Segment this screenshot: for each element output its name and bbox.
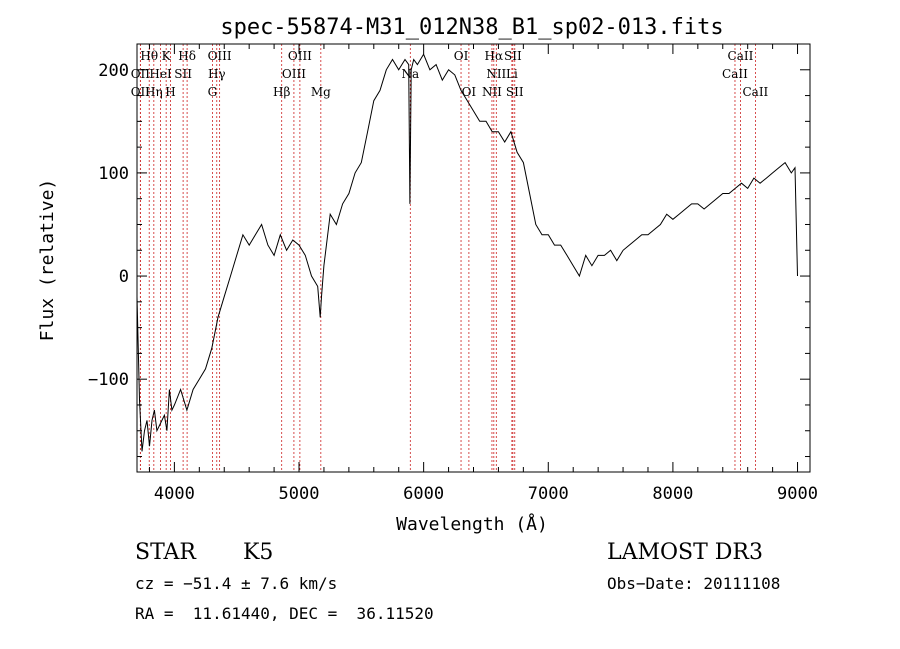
y-tick-label-1: 0 [119,267,129,287]
ra-dec: RA = 11.61440, DEC = 36.11520 [135,604,434,623]
marker-label-25: CaII [728,49,754,63]
marker-label-26: CaII [722,67,748,81]
x-tick-label-1: 5000 [279,484,320,504]
x-tick-label-0: 4000 [154,484,195,504]
marker-label-10: Hγ [208,67,226,81]
marker-label-24: SII [506,85,524,99]
marker-label-1: OII [131,67,151,81]
line-markers [139,44,756,472]
marker-label-13: OIII [282,67,306,81]
marker-label-14: Hβ [273,85,290,99]
y-tick-label-3: 200 [98,61,129,81]
marker-label-2: OII [131,85,151,99]
obs-date: Obs−Date: 20111108 [607,574,781,593]
spectrum-line [136,53,798,452]
marker-label-16: Na [401,67,419,81]
marker-label-21: NII [486,67,506,81]
marker-label-4: HeI [149,67,172,81]
marker-label-3: K [162,49,172,63]
x-axis-label: Wavelength (Å) [396,513,548,535]
y-tick-label-2: 100 [98,164,129,184]
marker-label-9: OIII [208,49,232,63]
marker-label-22: Li [506,67,518,81]
marker-label-15: Mg [311,85,331,99]
marker-label-6: SII [174,67,192,81]
y-tick-label-0: −100 [88,370,129,390]
x-tick-label-2: 6000 [403,484,444,504]
marker-label-8: Hδ [178,49,196,63]
marker-label-5: Hη [145,85,163,99]
x-tick-label-4: 8000 [652,484,693,504]
marker-label-11: G [208,85,218,99]
marker-label-18: OI [462,85,477,99]
marker-label-20: SII [504,49,522,63]
cz-value: cz = −51.4 ± 7.6 km/s [135,574,338,593]
marker-label-7: H [165,85,175,99]
marker-label-27: CaII [742,85,768,99]
marker-label-12: OIII [288,49,312,63]
plot-frame [136,43,811,473]
x-tick-label-3: 7000 [528,484,569,504]
marker-label-0: Hθ [140,49,158,63]
y-axis-ticks: −100 0 100 200 [88,43,810,458]
marker-label-23: NII [482,85,502,99]
subclass-label: K5 [243,540,274,565]
chart-title: spec-55874-M31_012N38_B1_sp02-013.fits [220,15,723,40]
x-tick-label-5: 9000 [777,484,818,504]
class-label: STAR [135,540,196,565]
marker-label-17: OI [454,49,469,63]
y-axis-label: Flux (relative) [37,179,58,342]
line-marker-labels: Hθ OII OII K HeI Hη SII H Hδ OIII Hγ G OIII OIII Hβ Mg N… [131,49,769,99]
x-axis-ticks: 4000 5000 6000 7000 8000 9000 [148,44,818,504]
survey-label: LAMOST DR3 [607,540,763,565]
marker-label-19: Hα [485,49,504,63]
